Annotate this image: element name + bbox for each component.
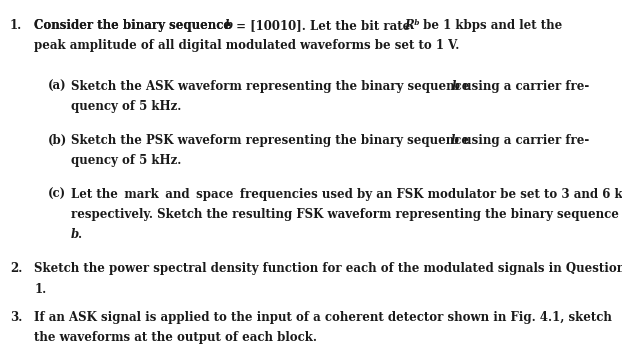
Text: using a carrier fre-: using a carrier fre- [458, 134, 589, 147]
Text: Sketch the ASK waveform representing the binary sequence: Sketch the ASK waveform representing the… [71, 80, 473, 93]
Text: (c): (c) [48, 188, 66, 201]
Text: = [10010]. Let the bit rate: = [10010]. Let the bit rate [232, 19, 414, 32]
Text: Sketch the power spectral density function for each of the modulated signals in : Sketch the power spectral density functi… [34, 262, 622, 275]
Text: If an ASK signal is applied to the input of a coherent detector shown in Fig. 4.: If an ASK signal is applied to the input… [34, 311, 612, 324]
Text: b: b [225, 19, 233, 32]
Text: the waveforms at the output of each block.: the waveforms at the output of each bloc… [34, 331, 317, 344]
Text: respectively. Sketch the resulting FSK waveform representing the binary sequence: respectively. Sketch the resulting FSK w… [71, 208, 618, 221]
Text: Let the  mark  and  space  frequencies used by an FSK modulator be set to 3 and : Let the mark and space frequencies used … [71, 188, 622, 201]
Text: peak amplitude of all digital modulated waveforms be set to 1 V.: peak amplitude of all digital modulated … [34, 39, 460, 52]
Text: (a): (a) [48, 80, 67, 93]
Text: 1.: 1. [10, 19, 22, 32]
Text: be 1 kbps and let the: be 1 kbps and let the [419, 19, 563, 32]
Text: (b): (b) [48, 134, 67, 147]
Text: Consider the binary sequence: Consider the binary sequence [34, 19, 235, 32]
Text: .: . [78, 228, 83, 241]
Text: 3.: 3. [10, 311, 22, 324]
Text: Consider the binary sequence: Consider the binary sequence [34, 19, 235, 32]
Text: b: b [452, 80, 460, 93]
Text: quency of 5 kHz.: quency of 5 kHz. [71, 100, 181, 113]
Text: quency of 5 kHz.: quency of 5 kHz. [71, 154, 181, 167]
Text: b: b [71, 228, 79, 241]
Text: 1.: 1. [34, 283, 47, 295]
Text: Sketch the PSK waveform representing the binary sequence: Sketch the PSK waveform representing the… [71, 134, 473, 147]
Text: 2.: 2. [10, 262, 22, 275]
Text: b: b [451, 134, 459, 147]
Text: R: R [405, 19, 414, 32]
Text: ᵇ: ᵇ [414, 19, 420, 32]
Text: using a carrier fre-: using a carrier fre- [459, 80, 589, 93]
